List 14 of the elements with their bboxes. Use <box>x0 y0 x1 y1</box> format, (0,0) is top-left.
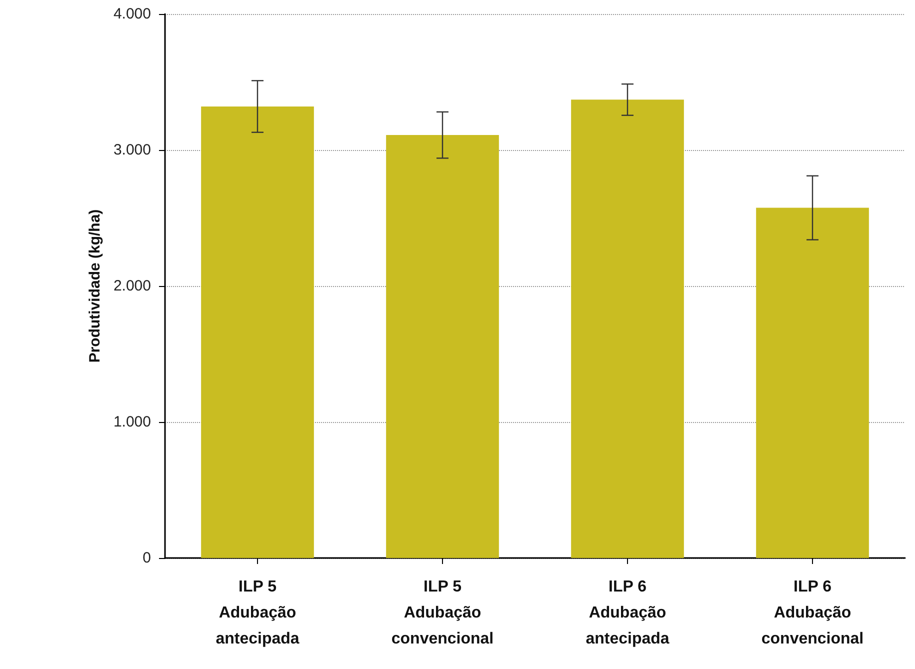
y-tick-label: 4.000 <box>113 6 151 22</box>
x-tick-label: ILP 6 Adubação antecipada <box>586 578 670 648</box>
bar <box>386 135 499 558</box>
y-tick-label: 0 <box>142 550 151 566</box>
bar <box>756 208 869 558</box>
y-axis-title: Produtividade (kg/ha) <box>86 209 104 363</box>
x-tick-label: ILP 6 Adubação convencional <box>761 578 864 648</box>
bar <box>571 100 684 558</box>
bar <box>201 106 314 558</box>
x-tick-label: ILP 5 Adubação convencional <box>391 578 494 648</box>
y-tick-label: 2.000 <box>113 278 151 294</box>
x-tick-label: ILP 5 Adubação antecipada <box>216 578 300 648</box>
y-tick-label: 1.000 <box>113 414 151 430</box>
y-tick-label: 3.000 <box>113 142 151 158</box>
